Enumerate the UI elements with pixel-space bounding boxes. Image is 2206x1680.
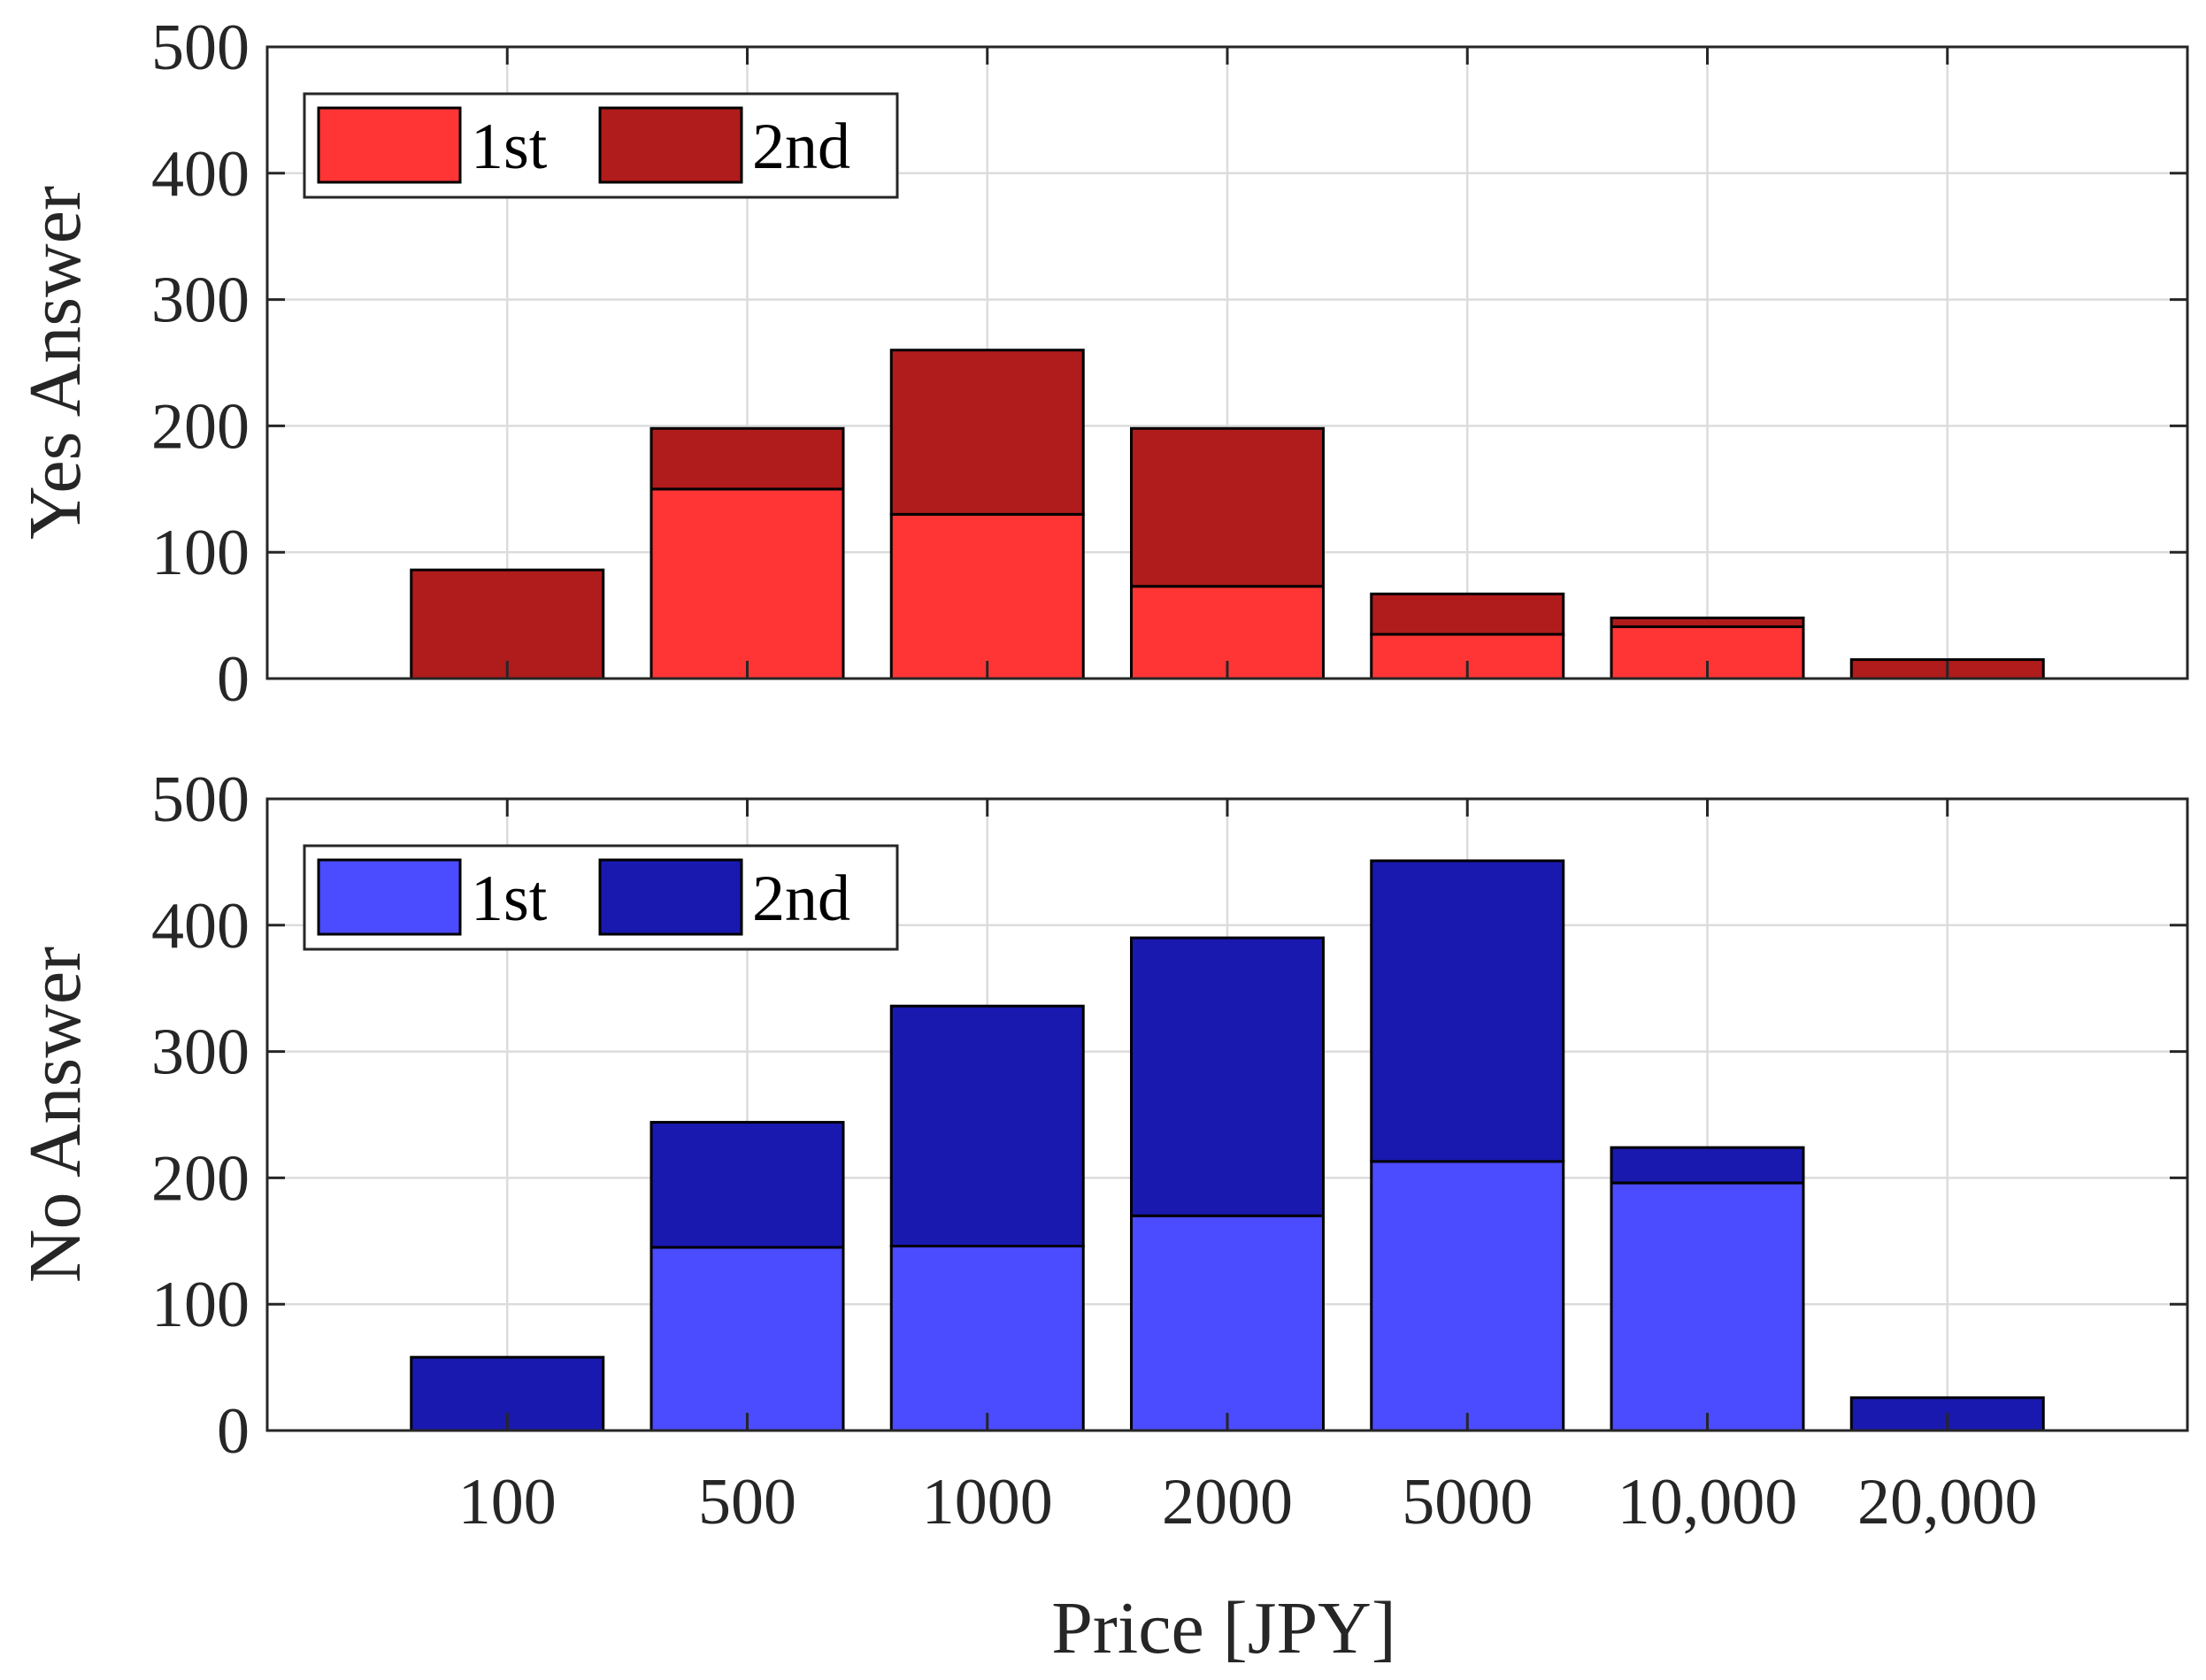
yes-bar-2nd-5000 — [1370, 592, 1565, 636]
yes-y-tick-label: 300 — [151, 265, 250, 337]
x-axis-label: Price [JPY] — [1051, 1587, 1396, 1669]
no-legend-label-1st: 1st — [471, 863, 548, 935]
no-bar-1st-1000 — [889, 1245, 1085, 1432]
yes-bar-2nd-1000 — [889, 349, 1085, 516]
no-bar-1st-2000 — [1130, 1214, 1325, 1432]
no-y-tick-label: 0 — [217, 1395, 250, 1468]
no-y-tick-label: 300 — [151, 1016, 250, 1089]
no-legend: 1st 2nd — [303, 844, 899, 951]
x-tick-label-500: 500 — [698, 1466, 796, 1538]
yes-bar-2nd-100 — [410, 568, 605, 680]
x-tick-label-1000: 1000 — [922, 1466, 1053, 1538]
yes-answer-chart: 0 100 200 300 400 500 Yes Answer 1st 2nd — [14, 12, 2189, 716]
no-bar-2nd-1000 — [889, 1004, 1085, 1248]
yes-bar-1st-1000 — [889, 512, 1085, 680]
no-legend-label-2nd: 2nd — [752, 863, 850, 935]
no-bar-2nd-500 — [650, 1121, 845, 1249]
no-answer-chart: 0 100 200 300 400 500 100 500 1000 2000 5000 10,000… — [14, 763, 2189, 1538]
no-bar-2nd-10000 — [1610, 1146, 1805, 1185]
no-legend-swatch-1st — [317, 858, 462, 936]
no-y-tick-label: 100 — [151, 1269, 250, 1341]
yes-y-tick-label: 0 — [217, 643, 250, 716]
yes-legend-swatch-1st — [317, 106, 462, 184]
x-tick-label-100: 100 — [458, 1466, 557, 1538]
yes-legend-label-1st: 1st — [471, 111, 548, 183]
yes-bar-2nd-10000 — [1610, 616, 1805, 628]
no-bar-2nd-2000 — [1130, 936, 1325, 1217]
no-bar-1st-10000 — [1610, 1181, 1805, 1432]
no-y-axis-label: No Answer — [14, 947, 96, 1283]
no-y-tick-label: 400 — [151, 890, 250, 963]
yes-bar-2nd-500 — [650, 426, 845, 491]
x-tick-label-2000: 2000 — [1162, 1466, 1293, 1538]
yes-legend: 1st 2nd — [303, 92, 899, 199]
yes-y-tick-label: 400 — [151, 138, 250, 211]
yes-y-tick-label: 200 — [151, 390, 250, 463]
yes-y-tick-label: 500 — [151, 12, 250, 84]
no-y-tick-label: 200 — [151, 1142, 250, 1215]
yes-bar-1st-500 — [650, 487, 845, 680]
yes-legend-swatch-2nd — [598, 106, 743, 184]
no-bar-2nd-5000 — [1370, 859, 1565, 1163]
yes-bar-2nd-2000 — [1130, 426, 1325, 588]
no-y-tick-label: 500 — [151, 763, 250, 836]
no-bar-1st-5000 — [1370, 1160, 1565, 1432]
x-tick-label-10000: 10,000 — [1618, 1466, 1798, 1538]
no-bar-1st-500 — [650, 1246, 845, 1432]
no-legend-swatch-2nd — [598, 858, 743, 936]
yes-y-axis-label: Yes Answer — [14, 186, 96, 540]
yes-legend-label-2nd: 2nd — [752, 111, 850, 183]
x-tick-label-20000: 20,000 — [1857, 1466, 2038, 1538]
x-tick-label-5000: 5000 — [1402, 1466, 1533, 1538]
yes-y-tick-label: 100 — [151, 517, 250, 589]
